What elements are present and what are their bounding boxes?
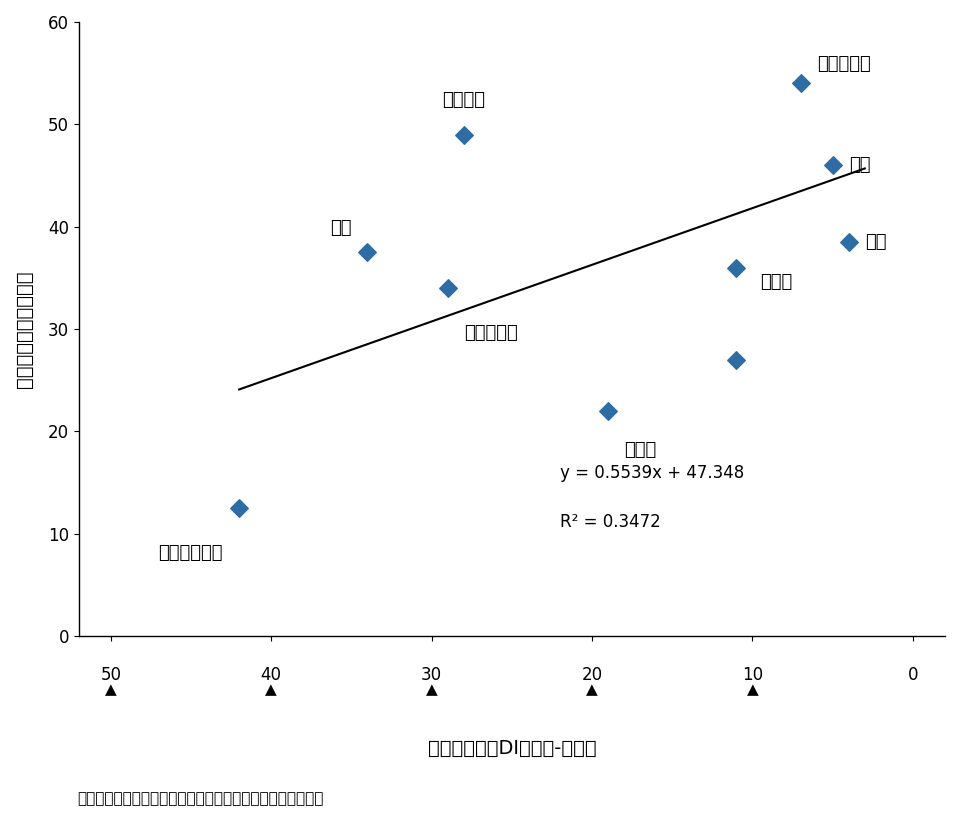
- Text: 金融: 金融: [849, 156, 871, 174]
- Point: [456, 128, 471, 141]
- Point: [825, 159, 840, 172]
- Point: [360, 246, 375, 259]
- Text: ▲: ▲: [265, 682, 277, 697]
- Text: 飲食サービス: 飲食サービス: [158, 544, 223, 562]
- Y-axis label: 現金給与総額（万円）: 現金給与総額（万円）: [15, 270, 34, 387]
- Text: 運輸・郵便: 運輸・郵便: [464, 324, 517, 342]
- Point: [440, 282, 455, 295]
- Point: [231, 501, 247, 514]
- Text: ▲: ▲: [747, 682, 758, 697]
- Text: ▲: ▲: [105, 682, 117, 697]
- Point: [793, 77, 808, 90]
- Text: 製造: 製造: [865, 233, 886, 251]
- Point: [729, 353, 744, 366]
- Point: [600, 405, 615, 418]
- Text: ▲: ▲: [587, 682, 598, 697]
- Point: [729, 261, 744, 274]
- X-axis label: 雇用人員判断DI（余剰-不足）: 雇用人員判断DI（余剰-不足）: [427, 739, 596, 759]
- Text: R² = 0.3472: R² = 0.3472: [560, 513, 660, 531]
- Text: 電力・ガス: 電力・ガス: [817, 55, 871, 73]
- Text: y = 0.5539x + 47.348: y = 0.5539x + 47.348: [560, 465, 744, 483]
- Text: 資料：厄生労働省「毎月勤労統計調査」、日本銀行「短観」: 資料：厄生労働省「毎月勤労統計調査」、日本銀行「短観」: [77, 791, 324, 806]
- Text: 卸小売: 卸小売: [624, 441, 657, 459]
- Text: 情報通信: 情報通信: [443, 91, 485, 109]
- Text: ▲: ▲: [426, 682, 438, 697]
- Text: 建設: 建設: [330, 219, 351, 237]
- Point: [841, 235, 856, 248]
- Text: 不動産: 不動産: [760, 273, 793, 291]
